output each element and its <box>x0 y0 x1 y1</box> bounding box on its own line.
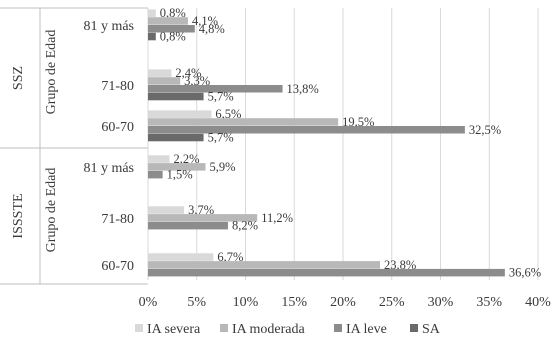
data-label: 3,7% <box>188 203 214 217</box>
axis-title: Grupo de Edad <box>44 30 59 115</box>
category-label: 71-80 <box>101 79 134 94</box>
data-label: 19,5% <box>342 115 374 129</box>
bar-ia-leve <box>148 85 283 93</box>
legend-label: SA <box>422 322 441 337</box>
bar-ia-moderada <box>148 261 381 269</box>
bar-ia-severa <box>148 69 172 77</box>
category-label: 60-70 <box>101 259 134 274</box>
legend-swatch <box>135 324 143 332</box>
x-tick-label: 10% <box>233 295 259 310</box>
data-label: 5,7% <box>208 90 234 104</box>
data-label: 13,8% <box>287 82 319 96</box>
legend-label: IA leve <box>346 322 387 337</box>
x-tick-label: 30% <box>428 295 454 310</box>
data-label: 23,8% <box>384 258 416 272</box>
x-tick-label: 35% <box>476 295 502 310</box>
bar-ia-leve <box>148 25 195 33</box>
bar-ia-severa <box>148 155 170 163</box>
bar-ia-leve <box>148 170 163 179</box>
bar-ia-moderada <box>148 17 188 25</box>
category-label: 71-80 <box>101 212 134 227</box>
bar-sa <box>148 92 204 101</box>
category-label: 81 y más <box>83 161 134 176</box>
bar-ia-moderada <box>148 214 258 222</box>
bar-ia-moderada <box>148 118 339 126</box>
group-label: SSZ <box>11 66 26 90</box>
bar-ia-severa <box>148 110 212 118</box>
x-tick-label: 40% <box>525 295 551 310</box>
data-label: 6,7% <box>217 250 243 264</box>
legend-swatch <box>410 324 418 332</box>
bar-ia-leve <box>148 221 228 230</box>
group-label: ISSSTE <box>11 193 26 238</box>
x-tick-label: 25% <box>379 295 405 310</box>
bar-ia-severa <box>148 206 185 214</box>
x-tick-label: 5% <box>187 295 206 310</box>
data-label: 11,2% <box>261 211 293 225</box>
data-label: 2,4% <box>175 66 201 80</box>
bar-ia-leve <box>148 268 505 277</box>
legend-swatch <box>220 324 228 332</box>
data-label: 4,1% <box>192 14 218 28</box>
data-label: 5,7% <box>208 131 234 145</box>
data-label: 5,9% <box>210 160 236 174</box>
data-label: 0,8% <box>160 30 186 44</box>
data-label: 0,8% <box>160 6 186 20</box>
legend-swatch <box>334 324 342 332</box>
bar-sa <box>148 133 204 142</box>
data-label: 1,5% <box>167 168 193 182</box>
x-tick-label: 0% <box>139 295 158 310</box>
x-tick-label: 20% <box>330 295 356 310</box>
bar-ia-severa <box>148 9 156 17</box>
data-label: 3,3% <box>184 74 210 88</box>
bar-ia-severa <box>148 253 214 261</box>
data-label: 8,2% <box>232 219 258 233</box>
bar-sa <box>148 32 156 41</box>
bar-ia-leve <box>148 126 465 134</box>
axis-title: Grupo de Edad <box>44 168 59 253</box>
data-label: 36,6% <box>509 266 541 280</box>
data-label: 2,2% <box>173 152 199 166</box>
bar-ia-moderada <box>148 77 181 85</box>
category-label: 60-70 <box>101 120 134 135</box>
data-label: 6,5% <box>215 107 241 121</box>
legend-label: IA moderada <box>232 322 305 337</box>
x-tick-label: 15% <box>281 295 307 310</box>
data-label: 32,5% <box>469 123 501 137</box>
data-label: 4,8% <box>199 22 225 36</box>
bar-ia-moderada <box>148 163 206 171</box>
legend-label: IA severa <box>147 322 201 337</box>
category-label: 81 y más <box>83 19 134 34</box>
